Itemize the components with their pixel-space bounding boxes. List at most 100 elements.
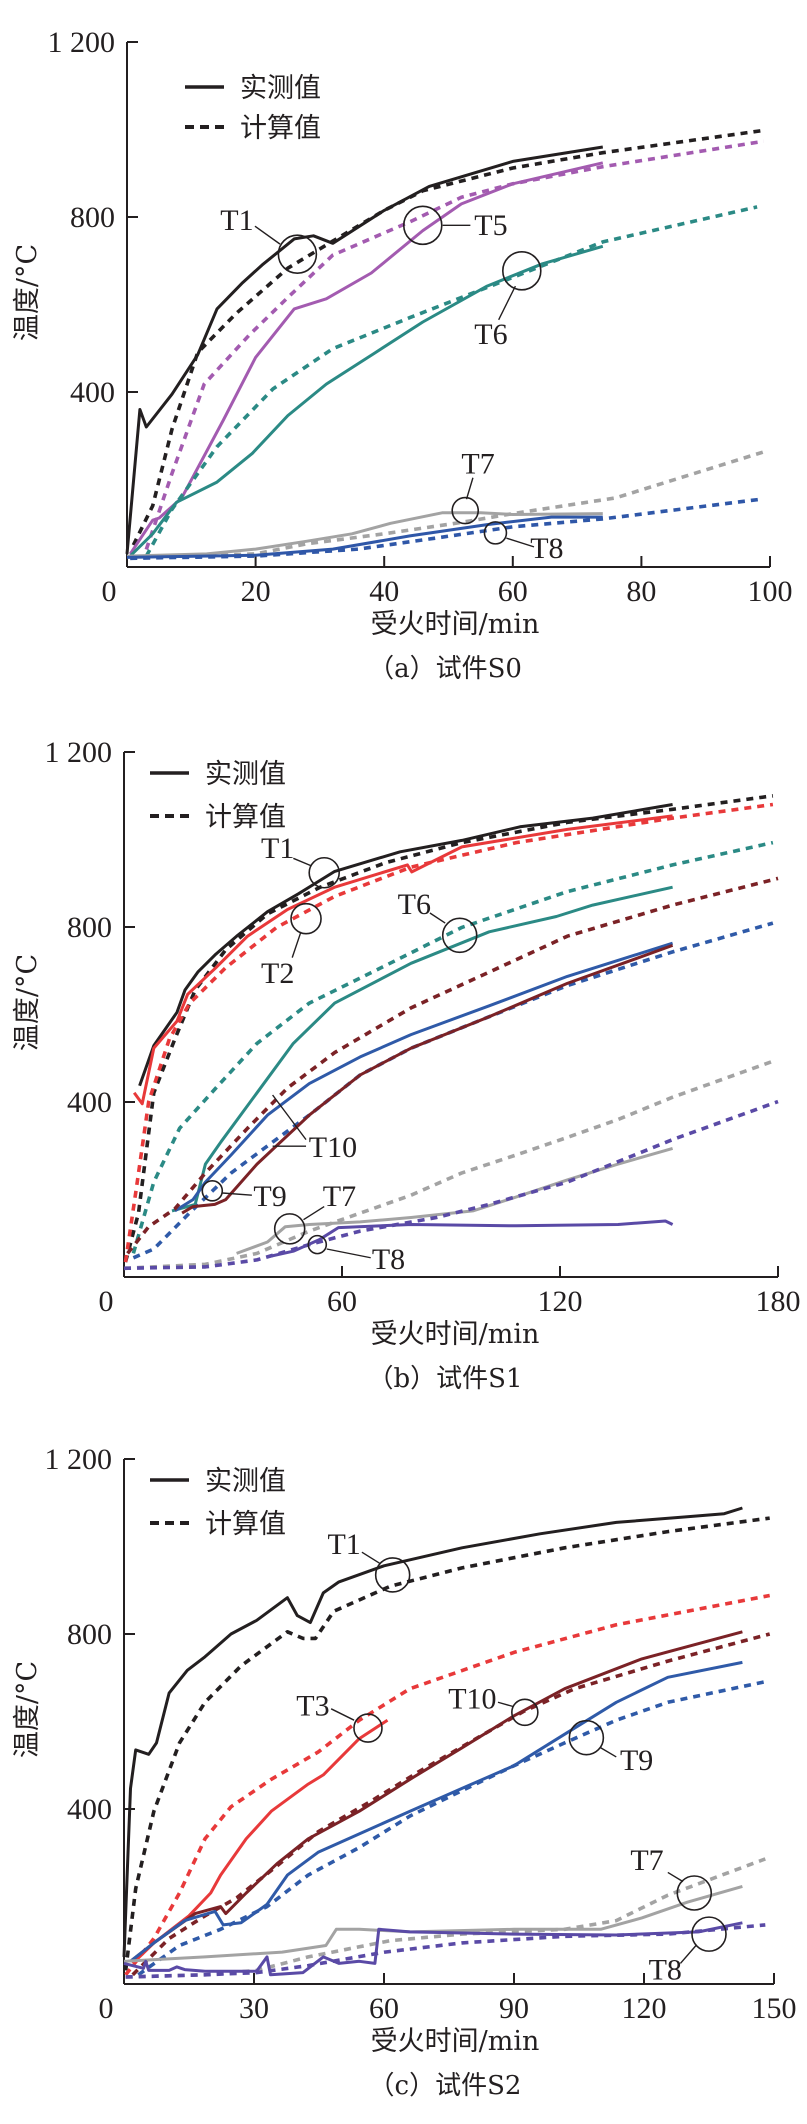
y-tick-label: 1 200 — [48, 26, 116, 59]
annotation-t6: T6 — [398, 888, 478, 954]
annotation-t9: T9 — [568, 1719, 653, 1777]
chart-caption: （c）试件S2 — [369, 2071, 522, 2101]
x-tick-label: 100 — [748, 575, 793, 608]
series-t8-measured — [126, 515, 603, 559]
legend-label: 实测值 — [205, 759, 286, 790]
annotation-label: T1 — [220, 204, 253, 237]
series-t2-measured — [132, 814, 673, 1106]
y-tick-label: 400 — [67, 1793, 112, 1826]
annotation-circle — [691, 1916, 727, 1952]
annotation-leader — [272, 1094, 307, 1141]
annotation-leader — [326, 1248, 371, 1259]
x-tick-label: 60 — [327, 1285, 357, 1318]
annotation-t1: T1 — [327, 1528, 411, 1593]
x-tick-label: 0 — [99, 1992, 114, 2025]
annotation-circle — [353, 1713, 383, 1743]
annotation-circle — [201, 1180, 224, 1202]
y-tick-label: 800 — [70, 201, 115, 234]
annotation-leader — [600, 1747, 617, 1758]
series-t9-measured — [174, 941, 674, 1213]
y-tick-label: 800 — [67, 911, 112, 944]
annotation-leader — [667, 1871, 684, 1883]
series-t6-calculated — [131, 840, 774, 1254]
annotation-leader — [330, 1708, 355, 1721]
x-axis-title: 受火时间/min — [371, 1319, 540, 1350]
series-t10-calculated — [126, 876, 779, 1255]
x-tick-label: 30 — [239, 1992, 269, 2025]
x-tick-label: 90 — [499, 1992, 529, 2025]
x-axis-title: 受火时间/min — [371, 2026, 540, 2057]
annotation-label: T8 — [372, 1243, 405, 1276]
series-t7-measured — [123, 1884, 743, 1963]
series-t5-measured — [128, 161, 604, 555]
annotation-t5: T5 — [402, 205, 508, 246]
series-t8-calculated — [130, 497, 762, 561]
annotation-label: T6 — [474, 318, 507, 351]
y-axis-title: 温度/°C — [12, 1661, 43, 1758]
series-t6-calculated — [144, 205, 758, 557]
annotation-leader — [429, 912, 446, 924]
annotation-leader — [506, 537, 535, 548]
series-t7-measured — [126, 511, 603, 558]
x-tick-label: 80 — [626, 575, 656, 608]
series-t10-measured — [181, 943, 674, 1215]
y-tick-label: 400 — [70, 376, 115, 409]
series-t2-calculated — [123, 802, 774, 1263]
x-tick-label: 120 — [538, 1285, 583, 1318]
annotation-circle — [273, 1213, 306, 1245]
annotation-circle — [483, 521, 508, 545]
series-t3-measured — [131, 1718, 389, 1965]
annotation-label: T5 — [474, 209, 507, 242]
annotation-circle — [307, 1234, 328, 1255]
series-t7-calculated — [123, 1059, 774, 1271]
series-t7-calculated — [130, 450, 765, 561]
annotation-t2: T2 — [261, 902, 322, 990]
annotation-t7: T7 — [273, 1180, 356, 1245]
annotation-t6: T6 — [474, 251, 542, 351]
x-axis-title: 受火时间/min — [371, 609, 540, 640]
annotation-leader — [498, 285, 516, 321]
annotation-t1: T1 — [220, 204, 318, 274]
annotation-t3: T3 — [296, 1689, 383, 1743]
annotation-leader — [293, 857, 312, 867]
series-t1-calculated — [123, 794, 774, 1263]
annotation-label: T7 — [461, 447, 494, 480]
x-tick-label: 0 — [102, 575, 117, 608]
legend-label: 实测值 — [240, 73, 321, 104]
annotation-label: T10 — [309, 1131, 357, 1164]
annotation-circle — [502, 251, 542, 291]
series-t3-calculated — [124, 1593, 771, 1976]
y-axis-title: 温度/°C — [12, 244, 43, 341]
annotation-t8: T8 — [483, 521, 564, 565]
annotation-leader — [303, 1205, 325, 1221]
annotation-label: T1 — [327, 1528, 360, 1561]
annotation-leader — [222, 1192, 252, 1196]
series-t9-calculated — [132, 921, 774, 1260]
annotation-t9: T9 — [201, 1180, 287, 1213]
series-t1-measured — [122, 1506, 743, 1957]
x-tick-label: 60 — [498, 575, 528, 608]
annotation-t10: T10 — [272, 1094, 357, 1164]
series-t9-calculated — [137, 1679, 766, 1977]
x-tick-label: 120 — [622, 1992, 667, 2025]
annotation-t7: T7 — [630, 1844, 713, 1911]
series-t1-calculated — [123, 1516, 770, 1971]
annotation-leader — [465, 477, 474, 500]
x-tick-label: 150 — [752, 1992, 797, 2025]
annotation-leader — [497, 1701, 514, 1708]
annotation-label: T8 — [649, 1953, 682, 1986]
annotation-label: T9 — [620, 1744, 653, 1777]
y-tick-label: 800 — [67, 1618, 112, 1651]
x-tick-label: 180 — [756, 1285, 801, 1318]
x-tick-label: 0 — [99, 1285, 114, 1318]
series-t8-measured — [123, 1921, 743, 1977]
x-tick-label: 60 — [369, 1992, 399, 2025]
legend-label: 计算值 — [205, 802, 286, 833]
annotation-circle — [277, 234, 318, 274]
annotation-label: T9 — [253, 1180, 286, 1213]
annotation-label: T7 — [323, 1180, 356, 1213]
series-t6-measured — [171, 885, 673, 1213]
